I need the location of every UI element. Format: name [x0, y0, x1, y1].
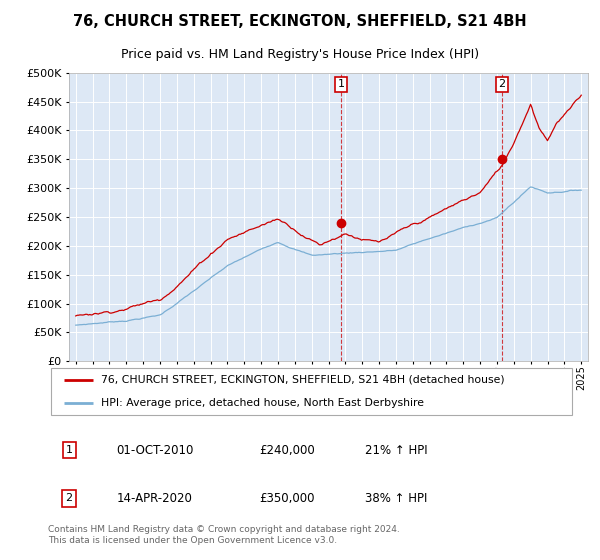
Text: 38% ↑ HPI: 38% ↑ HPI — [365, 492, 427, 505]
Text: 21% ↑ HPI: 21% ↑ HPI — [365, 444, 427, 456]
Text: 76, CHURCH STREET, ECKINGTON, SHEFFIELD, S21 4BH: 76, CHURCH STREET, ECKINGTON, SHEFFIELD,… — [73, 14, 527, 29]
Text: Price paid vs. HM Land Registry's House Price Index (HPI): Price paid vs. HM Land Registry's House … — [121, 48, 479, 60]
Text: 01-OCT-2010: 01-OCT-2010 — [116, 444, 194, 456]
Text: 14-APR-2020: 14-APR-2020 — [116, 492, 193, 505]
Text: 2: 2 — [499, 80, 505, 90]
Text: Contains HM Land Registry data © Crown copyright and database right 2024.
This d: Contains HM Land Registry data © Crown c… — [48, 525, 400, 545]
Text: 1: 1 — [338, 80, 344, 90]
Text: £350,000: £350,000 — [259, 492, 315, 505]
Text: 1: 1 — [65, 445, 73, 455]
Text: HPI: Average price, detached house, North East Derbyshire: HPI: Average price, detached house, Nort… — [101, 398, 424, 408]
Text: £240,000: £240,000 — [259, 444, 315, 456]
FancyBboxPatch shape — [50, 368, 572, 415]
Text: 2: 2 — [65, 493, 73, 503]
Text: 76, CHURCH STREET, ECKINGTON, SHEFFIELD, S21 4BH (detached house): 76, CHURCH STREET, ECKINGTON, SHEFFIELD,… — [101, 375, 505, 385]
